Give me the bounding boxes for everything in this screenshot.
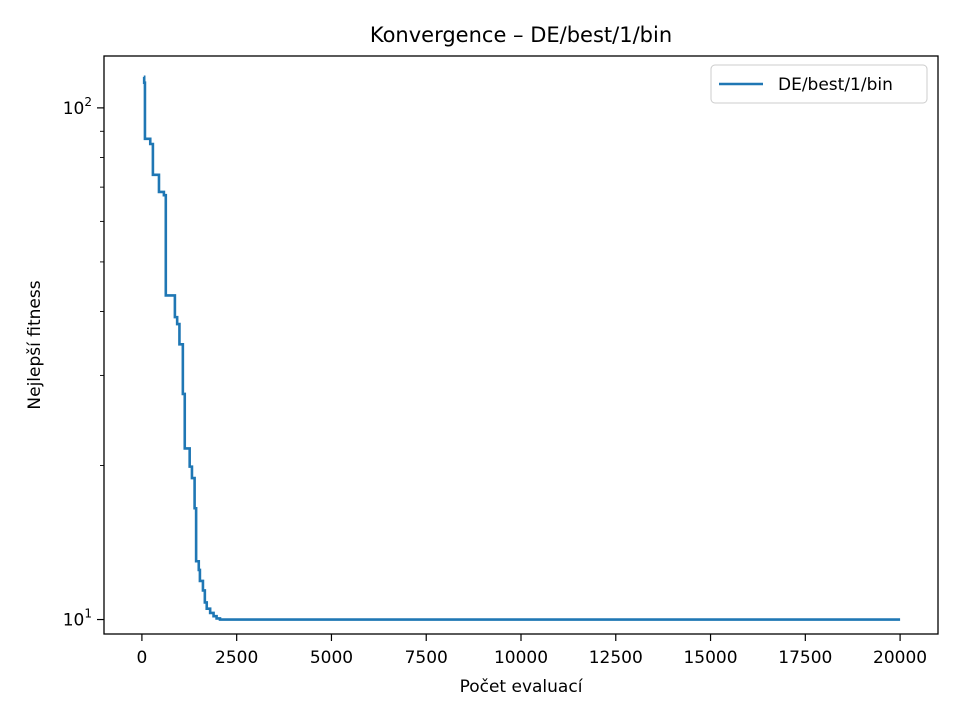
x-tick-label: 17500 [778,648,832,668]
x-tick-label: 12500 [589,648,643,668]
y-tick-label-exponent: 1 [84,607,92,621]
y-tick-label-base: 10 [63,611,85,631]
x-tick-label: 20000 [873,648,927,668]
plot-area [142,75,901,621]
x-tick-label: 2500 [215,648,258,668]
legend-box [710,64,928,104]
legend: DE/best/1/bin [710,64,928,104]
y-tick-label-exponent: 2 [84,95,92,109]
x-tick-label: 10000 [494,648,548,668]
y-tick-label: 102 [63,95,92,119]
y-axis-label: Nejlepší fitness [25,280,45,409]
x-tick-label: 5000 [310,648,353,668]
x-tick-label: 0 [136,648,147,668]
legend-series-label: DE/best/1/bin [778,75,893,95]
x-tick-label: 15000 [683,648,737,668]
series-layer [142,75,901,621]
x-tick-label: 7500 [405,648,448,668]
x-axis: 0 2500 5000 7500 10000 12500 15000 17500 20000 [136,634,927,668]
chart-title: Konvergence – DE/best/1/bin [370,23,672,47]
y-tick-label: 101 [63,607,92,631]
series-line [142,75,901,621]
x-axis-label: Počet evaluací [460,677,584,697]
y-tick-label-base: 10 [63,99,85,119]
